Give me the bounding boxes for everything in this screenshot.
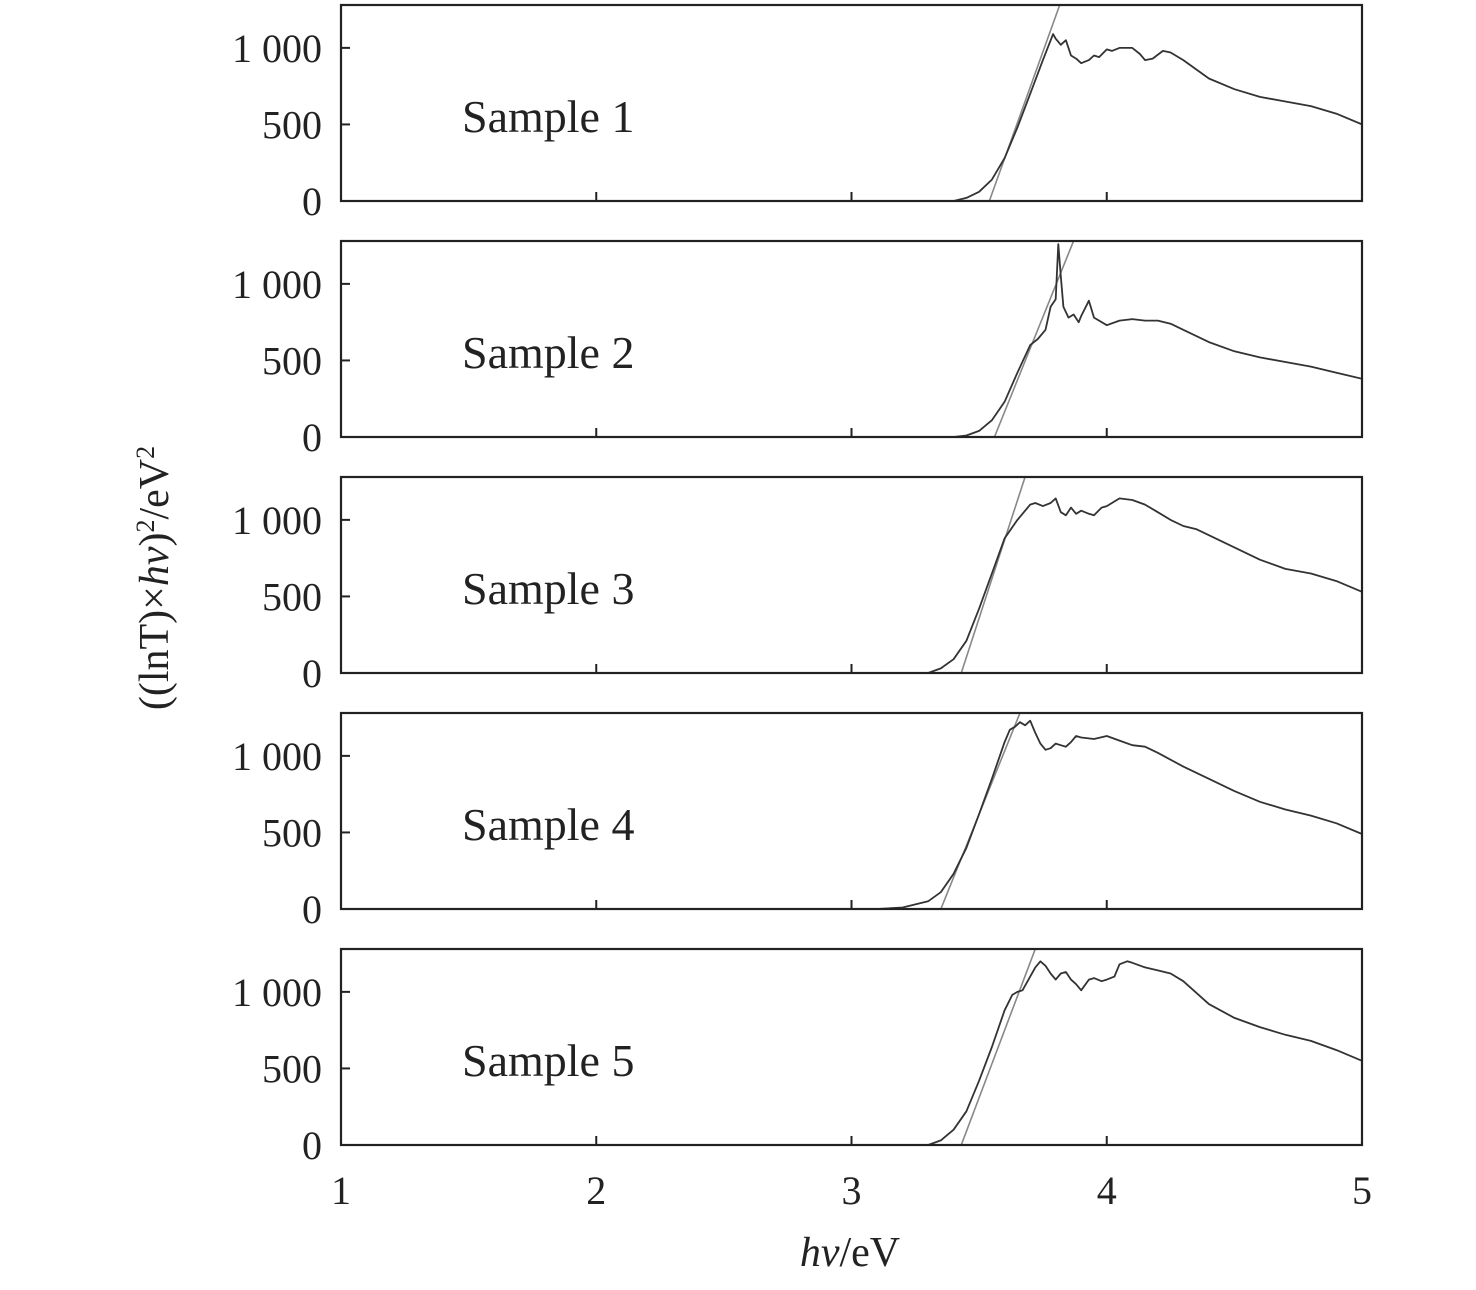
x-tick-label: 1 bbox=[331, 1168, 351, 1213]
panel-label: Sample 1 bbox=[462, 91, 634, 142]
panel-5: 0 500 1 000 Sample 5 bbox=[232, 947, 1364, 1168]
x-tick-label: 4 bbox=[1097, 1168, 1117, 1213]
y-tick-label: 0 bbox=[302, 887, 322, 932]
y-tick-label: 0 bbox=[302, 651, 322, 696]
panel-4: 0 500 1 000 Sample 4 bbox=[232, 711, 1364, 932]
panel-label: Sample 2 bbox=[462, 327, 634, 378]
y-tick-label: 500 bbox=[262, 102, 322, 147]
series-line bbox=[927, 497, 1362, 673]
y-tick-label: 1 000 bbox=[232, 970, 322, 1015]
panel-label: Sample 4 bbox=[462, 799, 634, 850]
series-line bbox=[953, 33, 1362, 201]
x-tick-label: 3 bbox=[842, 1168, 862, 1213]
chart-panels: 0 500 1 000 Sample 1 0 500 1 000 Sample 2 0 500 1 … bbox=[232, 3, 1364, 1168]
y-tick-label: 1 000 bbox=[232, 262, 322, 307]
fit-line bbox=[988, 5, 1061, 201]
y-tick-label: 500 bbox=[262, 574, 322, 619]
y-tick-label: 1 000 bbox=[232, 26, 322, 71]
y-tick-label: 1 000 bbox=[232, 498, 322, 543]
fit-line bbox=[960, 477, 1026, 673]
x-axis-title: hν/eV bbox=[800, 1230, 900, 1276]
y-tick-label: 0 bbox=[302, 1123, 322, 1168]
fit-line bbox=[993, 241, 1075, 437]
y-axis-title: ((lnT)×hν)2/eV2 bbox=[131, 446, 179, 710]
x-tick-label: 2 bbox=[586, 1168, 606, 1213]
y-tick-label: 500 bbox=[262, 810, 322, 855]
y-tick-label: 1 000 bbox=[232, 734, 322, 779]
panel-label: Sample 3 bbox=[462, 563, 634, 614]
y-tick-label: 0 bbox=[302, 179, 322, 224]
panel-3: 0 500 1 000 Sample 3 bbox=[232, 475, 1364, 696]
series-line bbox=[876, 719, 1362, 909]
panel-2: 0 500 1 000 Sample 2 bbox=[232, 239, 1364, 460]
x-tick-labels: 1 2 3 4 5 bbox=[331, 1168, 1372, 1213]
series-line bbox=[927, 960, 1362, 1145]
series-line bbox=[953, 243, 1362, 437]
panel-label: Sample 5 bbox=[462, 1035, 634, 1086]
y-tick-label: 500 bbox=[262, 338, 322, 383]
y-tick-label: 0 bbox=[302, 415, 322, 460]
fit-line bbox=[960, 949, 1037, 1145]
panel-1: 0 500 1 000 Sample 1 bbox=[232, 3, 1364, 224]
y-tick-label: 500 bbox=[262, 1046, 322, 1091]
x-tick-label: 5 bbox=[1352, 1168, 1372, 1213]
